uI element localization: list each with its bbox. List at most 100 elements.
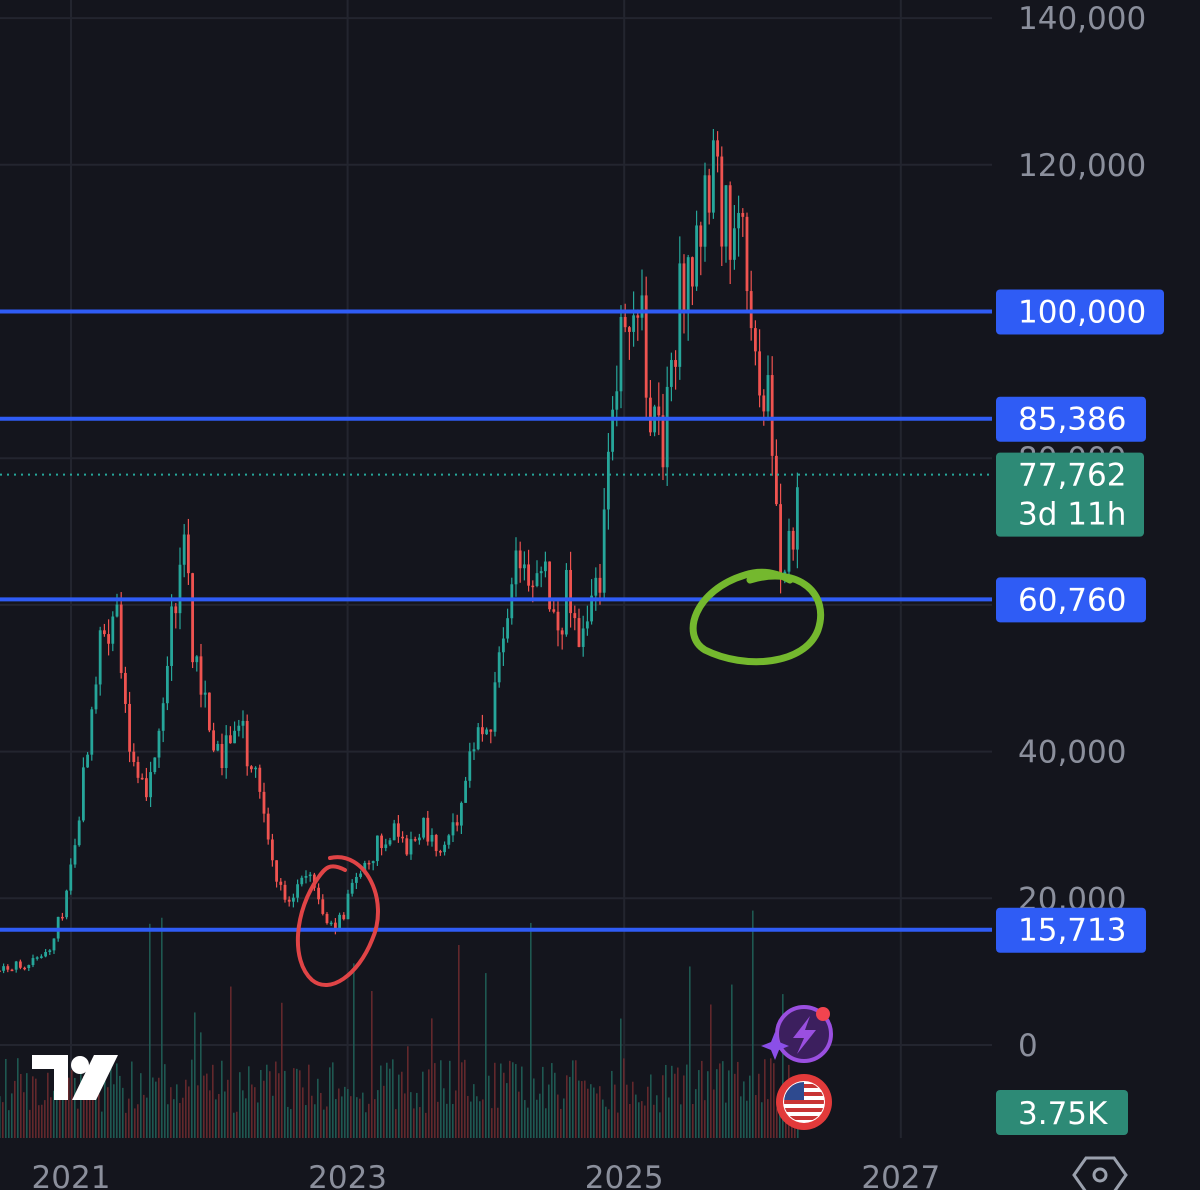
candle-body: [388, 840, 392, 845]
candle-body: [350, 882, 354, 894]
volume-bar: [515, 1064, 517, 1138]
volume-bar: [710, 1004, 712, 1138]
volume-bar: [359, 1098, 361, 1138]
volume-bar: [440, 1060, 442, 1138]
volume-bar: [737, 1061, 739, 1138]
candle-body: [606, 451, 610, 510]
candle-body: [283, 884, 287, 900]
volume-bar: [653, 1104, 655, 1138]
grid-vertical: [70, 0, 902, 1138]
candle-body: [459, 802, 463, 826]
candle-body: [18, 961, 22, 968]
volume-bar: [290, 1109, 292, 1138]
volume-bar: [548, 1084, 550, 1138]
candle-body: [396, 823, 400, 837]
volume-bar: [602, 1099, 604, 1138]
volume-bar: [110, 1067, 112, 1138]
candle-body: [506, 618, 509, 639]
candle-body: [300, 877, 304, 885]
volume-bar: [92, 1097, 94, 1138]
candle-body: [90, 709, 94, 755]
volume-bar: [134, 1108, 136, 1138]
volume-bar: [227, 1079, 229, 1138]
volume-bar: [329, 1067, 331, 1138]
volume-bar: [689, 966, 691, 1138]
lightning-icon[interactable]: [761, 1005, 833, 1063]
candle-body: [426, 817, 430, 842]
candle-body: [35, 957, 39, 959]
candle-body: [686, 257, 690, 313]
horizontal-levels[interactable]: [0, 309, 992, 932]
volume-bar: [317, 1078, 319, 1138]
volume-bar: [122, 1087, 124, 1138]
volume-bar: [14, 1080, 16, 1138]
settings-icon[interactable]: [1072, 1156, 1128, 1190]
candle-body: [174, 606, 178, 614]
candle-body: [753, 328, 757, 352]
candle-body: [669, 360, 673, 387]
candle-body: [6, 966, 10, 970]
volume-bar: [488, 1075, 490, 1138]
volume-bar: [347, 1089, 349, 1138]
candle-body: [119, 604, 123, 673]
volume-bar: [131, 1061, 133, 1138]
volume-bar: [590, 1084, 592, 1138]
candle-body: [627, 327, 631, 332]
candle-body: [690, 257, 694, 287]
us-flag-icon[interactable]: [776, 1074, 832, 1130]
volume-bar: [746, 1100, 748, 1138]
volume-bar: [71, 1070, 73, 1138]
candle-body: [132, 751, 136, 763]
volume-bar: [287, 1106, 289, 1138]
volume-bar: [650, 1074, 652, 1138]
volume-bar: [542, 1066, 544, 1138]
candle-body: [661, 415, 665, 468]
candle-body: [720, 156, 724, 247]
volume-bar: [125, 1112, 127, 1138]
volume-bar: [671, 1065, 673, 1138]
candle-body: [577, 618, 581, 647]
candle-body: [237, 725, 241, 731]
volume-bar: [335, 1099, 337, 1138]
volume-bar: [407, 1046, 409, 1138]
volume-bar: [437, 1101, 439, 1138]
candle-body: [296, 884, 299, 898]
volume-bar: [635, 1094, 637, 1138]
volume-bar: [260, 1069, 262, 1138]
volume-bar: [377, 1090, 379, 1138]
volume-bar: [77, 1108, 79, 1138]
volume-bar: [476, 1096, 478, 1138]
candle-body: [594, 577, 598, 596]
candle-body: [371, 861, 375, 864]
current-price-tag: [996, 452, 1144, 537]
volume-bar: [371, 991, 373, 1138]
candle-body: [262, 791, 266, 814]
volume-bar: [563, 1098, 565, 1138]
candle-body: [333, 922, 337, 931]
volume-bar: [41, 1104, 43, 1138]
volume-bar: [719, 1063, 721, 1138]
volume-bar: [191, 1059, 193, 1138]
volume-bar: [80, 1069, 82, 1138]
candle-body: [56, 916, 60, 939]
volume-bar: [269, 1071, 271, 1138]
volume-bar: [587, 1088, 589, 1138]
volume-bar: [278, 1073, 280, 1138]
volume-bar: [743, 1081, 745, 1138]
candle-body: [0, 970, 1, 972]
volume-bar: [539, 1093, 541, 1138]
level-tag-label: 15,713: [1018, 913, 1126, 949]
volume-bar: [38, 1105, 40, 1138]
candle-body: [140, 777, 144, 780]
candle-body: [447, 835, 451, 845]
tradingview-logo[interactable]: [32, 1055, 118, 1100]
volume-bar: [149, 923, 151, 1138]
volume-bar: [638, 1102, 640, 1138]
volume-bar: [236, 1111, 238, 1138]
volume-bar: [395, 1109, 397, 1138]
volume-bar: [116, 1063, 118, 1138]
y-tick-label: 120,000: [1018, 148, 1146, 184]
volume-bar: [770, 1058, 772, 1138]
candle-body: [60, 916, 64, 919]
